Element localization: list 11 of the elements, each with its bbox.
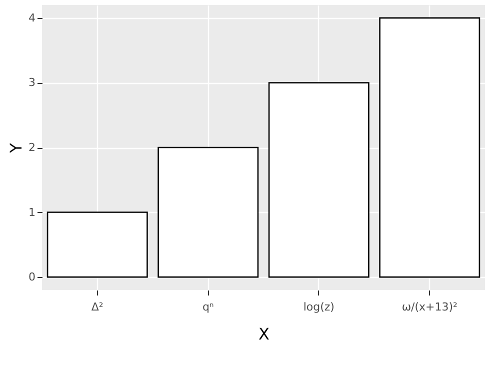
y-tick-label: 0 bbox=[28, 270, 36, 284]
y-tick-label: 2 bbox=[28, 141, 36, 154]
y-tick-label: 1 bbox=[28, 206, 36, 219]
x-tick-label: log(z) bbox=[303, 300, 334, 314]
x-tick-label: Δ² bbox=[91, 300, 104, 314]
y-tick-label: 4 bbox=[28, 11, 36, 24]
y-axis-title: Y bbox=[6, 142, 26, 154]
x-axis-title: X bbox=[258, 324, 270, 344]
x-tick-label: ω/(x+13)² bbox=[402, 300, 458, 314]
x-tick-label: qⁿ bbox=[202, 300, 214, 314]
y-tick-label: 3 bbox=[28, 76, 36, 90]
